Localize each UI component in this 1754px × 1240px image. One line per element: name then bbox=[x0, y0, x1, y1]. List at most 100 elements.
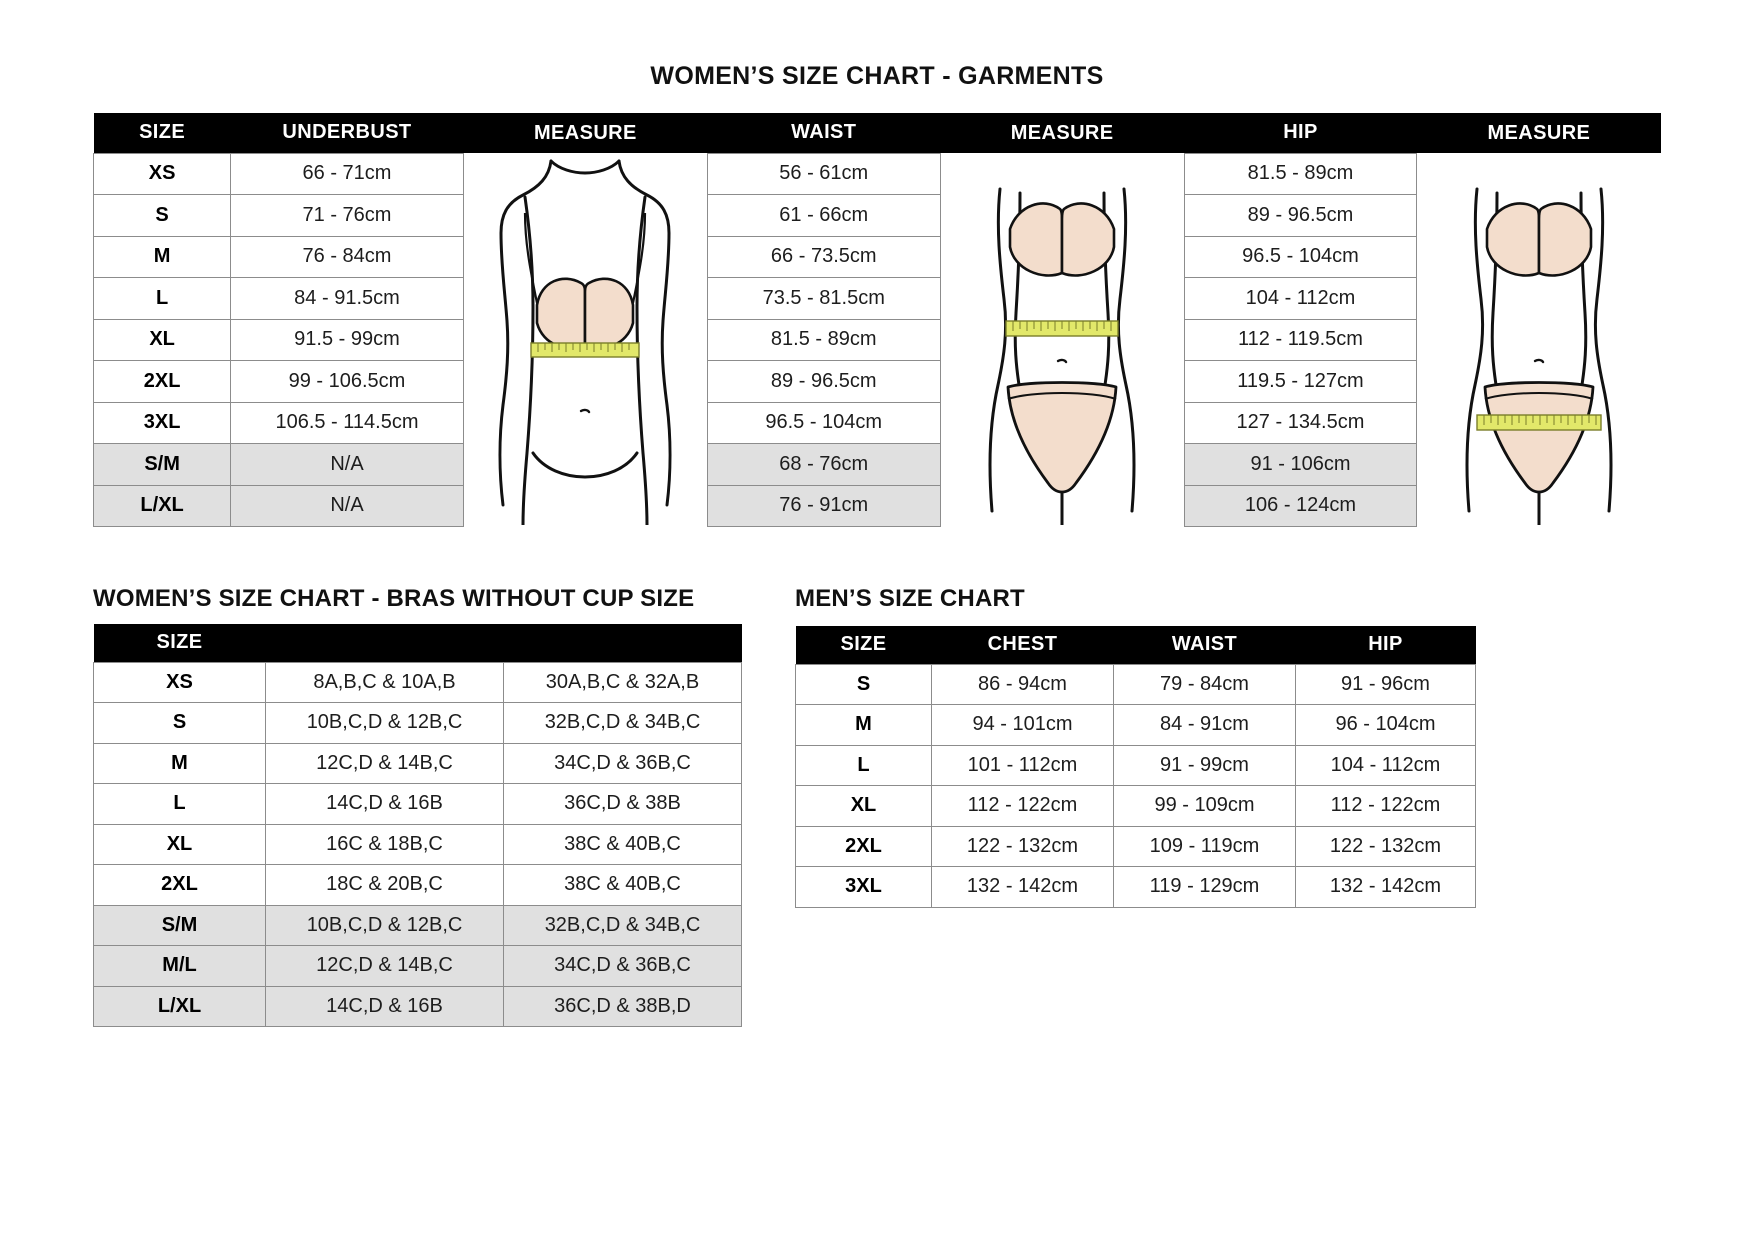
garments-header-measure-2: MEASURE bbox=[940, 113, 1185, 153]
garments-waist-0: 56 - 61cm bbox=[706, 152, 941, 195]
mens-hip-1: 96 - 104cm bbox=[1295, 704, 1476, 746]
garments-header-row: SIZE UNDERBUST MEASURE WAIST MEASURE HIP… bbox=[93, 113, 1661, 153]
mens-hip-0: 91 - 96cm bbox=[1295, 663, 1476, 705]
mens-waist-0: 79 - 84cm bbox=[1113, 663, 1296, 705]
garments-hip-1: 89 - 96.5cm bbox=[1183, 194, 1418, 237]
table-row: XS 8A,B,C & 10A,B 30A,B,C & 32A,B bbox=[93, 661, 742, 703]
table-row: XL 112 - 122cm 99 - 109cm 112 - 122cm bbox=[795, 785, 1476, 827]
tape-measure-icon bbox=[1005, 320, 1119, 337]
bras-header-col-2 bbox=[265, 624, 504, 662]
bras-size-7: M/L bbox=[93, 945, 266, 987]
bras-au-5: 18C & 20B,C bbox=[265, 864, 504, 906]
table-row: 2XL 18C & 20B,C 38C & 40B,C bbox=[93, 864, 742, 906]
womens-bras-size-table: SIZE XS 8A,B,C & 10A,B 30A,B,C & 32A,B S… bbox=[93, 624, 742, 1027]
garments-hip-7: 91 - 106cm bbox=[1183, 443, 1418, 486]
bras-us-4: 38C & 40B,C bbox=[503, 823, 742, 865]
garments-underbust-7: N/A bbox=[230, 443, 464, 486]
bras-size-4: XL bbox=[93, 823, 266, 865]
garments-waist-5: 89 - 96.5cm bbox=[706, 360, 941, 403]
garments-header-waist: WAIST bbox=[707, 113, 941, 153]
table-row: XL 16C & 18B,C 38C & 40B,C bbox=[93, 823, 742, 865]
mens-header-waist: WAIST bbox=[1113, 626, 1296, 664]
garments-underbust-1: 71 - 76cm bbox=[230, 194, 464, 237]
table-row: L 14C,D & 16B 36C,D & 38B bbox=[93, 783, 742, 825]
garments-underbust-3: 84 - 91.5cm bbox=[230, 277, 464, 320]
table-row: L/XL N/A 76 - 91cm 106 - 124cm bbox=[92, 484, 1662, 527]
bras-us-6: 32B,C,D & 34B,C bbox=[503, 904, 742, 946]
table-row: L 84 - 91.5cm 73.5 - 81.5cm 104 - 112cm bbox=[92, 277, 1662, 320]
garments-underbust-4: 91.5 - 99cm bbox=[230, 318, 464, 361]
mens-waist-3: 99 - 109cm bbox=[1113, 785, 1296, 827]
mens-header-size: SIZE bbox=[795, 626, 932, 664]
garments-waist-8: 76 - 91cm bbox=[706, 484, 941, 527]
garments-size-3: L bbox=[92, 277, 232, 320]
table-row: S 86 - 94cm 79 - 84cm 91 - 96cm bbox=[795, 663, 1476, 705]
mens-waist-5: 119 - 129cm bbox=[1113, 866, 1296, 908]
garments-size-5: 2XL bbox=[92, 360, 232, 403]
bras-us-0: 30A,B,C & 32A,B bbox=[503, 661, 742, 703]
garments-waist-1: 61 - 66cm bbox=[706, 194, 941, 237]
garments-size-4: XL bbox=[92, 318, 232, 361]
garments-size-2: M bbox=[92, 235, 232, 278]
garments-size-8: L/XL bbox=[92, 484, 232, 527]
mens-hip-3: 112 - 122cm bbox=[1295, 785, 1476, 827]
garments-waist-4: 81.5 - 89cm bbox=[706, 318, 941, 361]
bras-header-row: SIZE bbox=[93, 624, 742, 662]
mens-waist-1: 84 - 91cm bbox=[1113, 704, 1296, 746]
bras-us-5: 38C & 40B,C bbox=[503, 864, 742, 906]
mens-size-4: 2XL bbox=[795, 825, 932, 867]
table-row: S 71 - 76cm 61 - 66cm 89 - 96.5cm bbox=[92, 194, 1662, 237]
mens-size-1: M bbox=[795, 704, 932, 746]
garments-hip-6: 127 - 134.5cm bbox=[1183, 401, 1418, 444]
mens-size-2: L bbox=[795, 744, 932, 786]
mens-header-row: SIZE CHEST WAIST HIP bbox=[795, 626, 1476, 664]
mens-size-table: SIZE CHEST WAIST HIP S 86 - 94cm 79 - 84… bbox=[795, 626, 1476, 908]
bras-us-2: 34C,D & 36B,C bbox=[503, 742, 742, 784]
bras-au-7: 12C,D & 14B,C bbox=[265, 945, 504, 987]
bras-size-5: 2XL bbox=[93, 864, 266, 906]
tape-measure-icon bbox=[530, 342, 641, 358]
mens-size-3: XL bbox=[795, 785, 932, 827]
mens-chest-3: 112 - 122cm bbox=[931, 785, 1114, 827]
mens-size-5: 3XL bbox=[795, 866, 932, 908]
garments-underbust-0: 66 - 71cm bbox=[230, 152, 464, 195]
garments-header-hip: HIP bbox=[1184, 113, 1417, 153]
garments-hip-5: 119.5 - 127cm bbox=[1183, 360, 1418, 403]
page-title: WOMEN’S SIZE CHART - GARMENTS bbox=[650, 62, 1104, 90]
mens-chest-1: 94 - 101cm bbox=[931, 704, 1114, 746]
table-row: XL 91.5 - 99cm 81.5 - 89cm 112 - 119.5cm bbox=[92, 318, 1662, 361]
garments-header-size: SIZE bbox=[93, 113, 231, 153]
bras-header-size: SIZE bbox=[93, 624, 266, 662]
mens-chest-2: 101 - 112cm bbox=[931, 744, 1114, 786]
garments-waist-7: 68 - 76cm bbox=[706, 443, 941, 486]
mens-hip-2: 104 - 112cm bbox=[1295, 744, 1476, 786]
bras-size-8: L/XL bbox=[93, 985, 266, 1027]
bras-header-col-3 bbox=[503, 624, 742, 662]
bras-au-4: 16C & 18B,C bbox=[265, 823, 504, 865]
bras-au-8: 14C,D & 16B bbox=[265, 985, 504, 1027]
bras-size-2: M bbox=[93, 742, 266, 784]
bras-us-1: 32B,C,D & 34B,C bbox=[503, 702, 742, 744]
garments-header-measure-1: MEASURE bbox=[463, 113, 708, 153]
garments-underbust-2: 76 - 84cm bbox=[230, 235, 464, 278]
garments-size-0: XS bbox=[92, 152, 232, 195]
table-row: L/XL 14C,D & 16B 36C,D & 38B,D bbox=[93, 985, 742, 1027]
garments-hip-8: 106 - 124cm bbox=[1183, 484, 1418, 527]
garments-hip-4: 112 - 119.5cm bbox=[1183, 318, 1418, 361]
garments-underbust-6: 106.5 - 114.5cm bbox=[230, 401, 464, 444]
mens-waist-4: 109 - 119cm bbox=[1113, 825, 1296, 867]
mens-size-0: S bbox=[795, 663, 932, 705]
garments-waist-6: 96.5 - 104cm bbox=[706, 401, 941, 444]
table-row: 3XL 106.5 - 114.5cm 96.5 - 104cm 127 - 1… bbox=[92, 401, 1662, 444]
table-row: M 12C,D & 14B,C 34C,D & 36B,C bbox=[93, 742, 742, 784]
womens-garments-size-table: SIZE UNDERBUST MEASURE WAIST MEASURE HIP… bbox=[92, 113, 1662, 527]
mens-header-chest: CHEST bbox=[931, 626, 1114, 664]
waist-measure-figure bbox=[940, 153, 1185, 527]
bras-size-1: S bbox=[93, 702, 266, 744]
table-row: M/L 12C,D & 14B,C 34C,D & 36B,C bbox=[93, 945, 742, 987]
bras-us-3: 36C,D & 38B bbox=[503, 783, 742, 825]
bras-au-1: 10B,C,D & 12B,C bbox=[265, 702, 504, 744]
bras-us-7: 34C,D & 36B,C bbox=[503, 945, 742, 987]
garments-waist-2: 66 - 73.5cm bbox=[706, 235, 941, 278]
mens-hip-5: 132 - 142cm bbox=[1295, 866, 1476, 908]
